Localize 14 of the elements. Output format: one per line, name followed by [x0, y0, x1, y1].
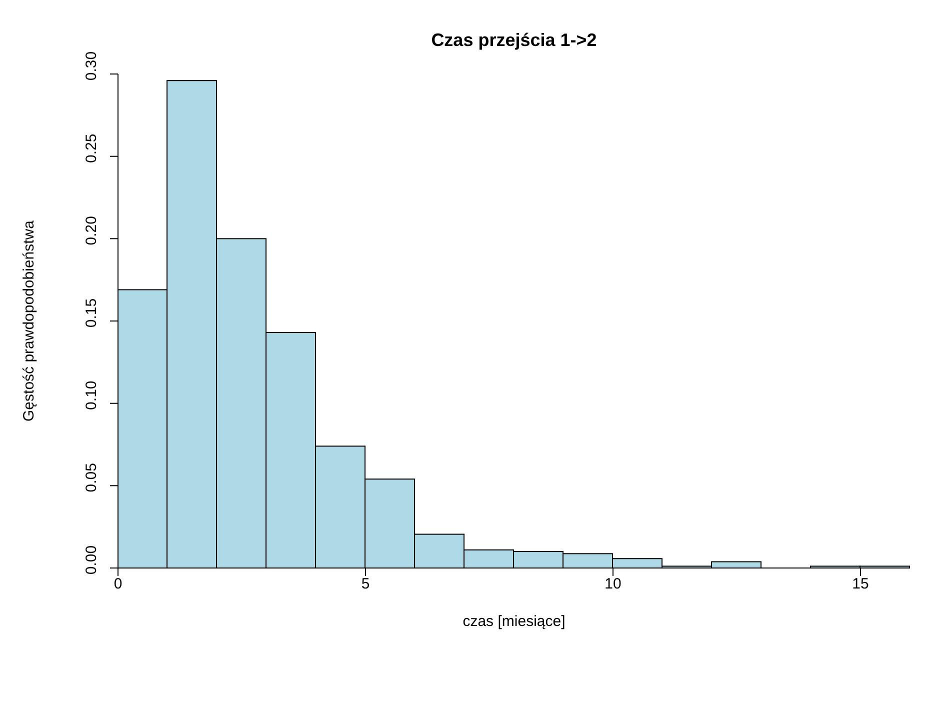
y-tick-label: 0.15 [83, 298, 100, 328]
y-tick-label: 0.20 [83, 216, 100, 246]
y-tick-label: 0.00 [83, 545, 100, 575]
x-tick-label: 5 [361, 576, 370, 593]
x-axis-title: czas [miesiące] [462, 613, 566, 630]
y-tick-label: 0.25 [83, 134, 100, 163]
y-tick-label: 0.30 [83, 51, 100, 81]
y-tick-label: 0.05 [83, 463, 100, 492]
x-tick-label: 15 [852, 576, 869, 593]
x-tick-label: 10 [604, 576, 622, 593]
y-tick-label: 0.10 [83, 380, 100, 410]
chart-title: Czas przejścia 1->2 [430, 30, 598, 51]
x-tick-label: 0 [114, 576, 122, 593]
y-axis-title: Gęstość prawdopodobieństwa [20, 220, 38, 422]
